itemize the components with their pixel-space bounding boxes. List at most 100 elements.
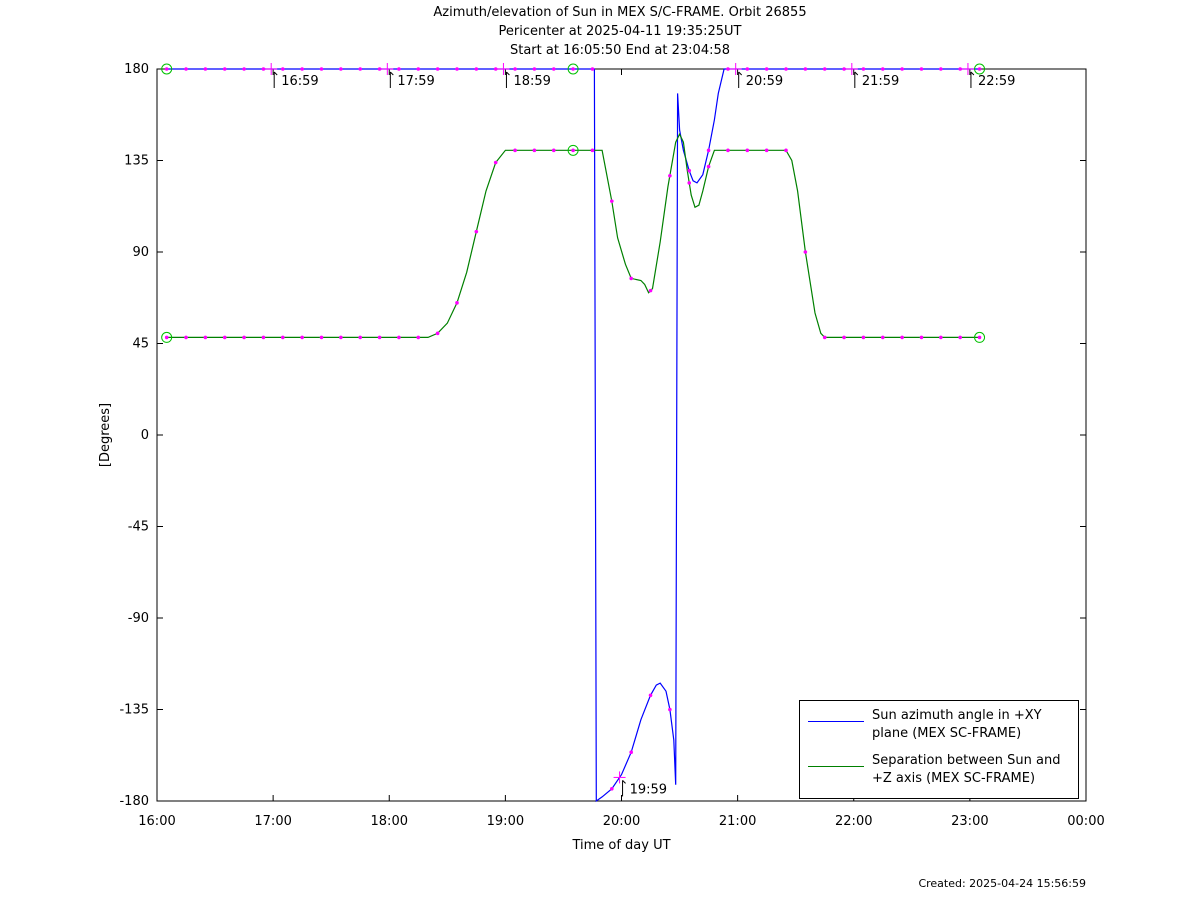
separation-sample-marker — [358, 335, 363, 340]
x-axis-label: Time of day UT — [571, 838, 670, 853]
separation-sample-marker — [590, 148, 595, 153]
azimuth-sample-marker — [919, 67, 924, 71]
annotation-arrow-head — [738, 71, 743, 76]
azimuth-sample-marker — [203, 67, 208, 71]
separation-sample-marker — [939, 335, 943, 340]
y-tick-label: 0 — [141, 428, 149, 443]
azimuth-sample-marker — [513, 67, 517, 71]
hour-annotation-label: 17:59 — [397, 74, 434, 89]
legend-swatch-separation — [808, 766, 864, 767]
separation-series-line — [166, 132, 980, 338]
azimuth-sample-marker — [706, 148, 711, 153]
chart-subtitle-pericenter: Pericenter at 2025-04-11 19:35:25UT — [498, 24, 742, 39]
plot-frame — [156, 68, 1087, 802]
azimuth-sample-marker — [261, 67, 266, 71]
separation-sample-marker — [842, 335, 846, 340]
x-tick-label: 16:00 — [138, 814, 175, 829]
azimuth-sample-marker — [977, 67, 982, 71]
separation-sample-marker — [474, 229, 479, 234]
separation-sample-marker — [513, 148, 517, 153]
annotation-arrow-head — [970, 71, 975, 76]
azimuth-sample-marker — [416, 67, 421, 71]
event-marker-circle — [974, 63, 986, 75]
separation-sample-marker — [300, 335, 304, 340]
x-tick-label: 17:00 — [254, 814, 291, 829]
legend-label-separation: Separation between Sun and +Z axis (MEX … — [872, 753, 1061, 786]
separation-sample-marker — [397, 335, 401, 340]
event-marker-circle — [974, 331, 986, 343]
separation-sample-marker — [687, 181, 692, 185]
y-tick-label: 45 — [132, 337, 149, 352]
separation-sample-marker — [919, 335, 924, 340]
separation-sample-marker — [668, 173, 672, 178]
azimuth-sample-marker — [784, 67, 788, 71]
y-axis-label: [Degrees] — [98, 403, 113, 467]
y-tick-label: -90 — [128, 611, 149, 626]
y-tick-label: -135 — [119, 703, 149, 718]
chart-legend: Sun azimuth angle in +XY plane (MEX SC-F… — [799, 700, 1079, 799]
x-tick-label: 20:00 — [603, 814, 640, 829]
azimuth-sample-marker — [629, 750, 633, 754]
azimuth-sample-marker — [339, 67, 343, 71]
x-tick-label: 18:00 — [371, 814, 408, 829]
separation-sample-marker — [958, 335, 962, 340]
separation-sample-marker — [764, 148, 769, 153]
separation-sample-marker — [184, 335, 188, 340]
chart-subtitle-start-end: Start at 16:05:50 End at 23:04:58 — [509, 43, 731, 58]
separation-sample-marker — [726, 148, 730, 153]
azimuth-sample-marker — [493, 67, 498, 71]
hour-annotation-label: 22:59 — [978, 74, 1015, 89]
y-tick-label: 90 — [132, 245, 149, 260]
separation-sample-marker — [880, 335, 885, 340]
x-tick-label: 23:00 — [951, 814, 988, 829]
azimuth-sample-marker — [745, 67, 750, 71]
separation-sample-marker — [281, 335, 285, 340]
separation-sample-marker — [803, 250, 808, 254]
y-tick-label: 135 — [124, 154, 149, 169]
y-tick-label: -45 — [128, 520, 149, 535]
separation-sample-marker — [706, 164, 711, 169]
azimuth-sample-marker — [164, 67, 169, 71]
separation-sample-marker — [339, 335, 343, 340]
event-marker-circle — [161, 63, 173, 75]
separation-sample-marker — [648, 288, 653, 293]
separation-sample-marker — [416, 335, 421, 340]
azimuth-sample-marker — [571, 67, 575, 71]
separation-sample-marker — [455, 301, 459, 305]
azimuth-sample-marker — [803, 67, 808, 71]
azimuth-sample-marker — [687, 168, 692, 173]
separation-sample-marker — [222, 335, 227, 340]
chart-title: Azimuth/elevation of Sun in MEX S/C-FRAM… — [433, 5, 807, 20]
separation-sample-marker — [822, 335, 827, 340]
event-marker-circle — [567, 144, 579, 156]
annotation-arrow-head — [273, 71, 278, 76]
separation-sample-marker — [861, 335, 866, 340]
separation-sample-marker — [203, 335, 208, 340]
azimuth-sample-marker — [551, 67, 556, 71]
legend-swatch-azimuth — [808, 721, 864, 722]
azimuth-sample-marker — [764, 67, 769, 71]
legend-label-azimuth: Sun azimuth angle in +XY plane (MEX SC-F… — [872, 708, 1042, 741]
azimuth-sample-marker — [184, 67, 188, 71]
azimuth-sample-marker — [900, 67, 904, 71]
separation-sample-marker — [745, 148, 750, 153]
separation-sample-marker — [610, 199, 614, 203]
separation-sample-marker — [493, 160, 498, 165]
azimuth-sample-marker — [610, 787, 614, 791]
azimuth-sample-marker — [222, 67, 227, 71]
azimuth-sample-marker — [242, 67, 246, 71]
separation-sample-marker — [532, 148, 537, 153]
annotation-arrow-head — [622, 780, 626, 784]
x-tick-label: 00:00 — [1067, 814, 1104, 829]
azimuth-sample-marker — [377, 67, 382, 71]
event-marker-circle — [567, 63, 579, 75]
x-tick-label: 22:00 — [835, 814, 872, 829]
hour-annotation-label: 20:59 — [746, 74, 783, 89]
separation-sample-marker — [571, 148, 575, 153]
separation-sample-marker — [551, 148, 556, 153]
azimuth-sample-marker — [939, 67, 943, 71]
azimuth-sample-marker — [958, 67, 962, 71]
azimuth-sample-marker — [822, 67, 827, 71]
azimuth-sample-marker — [397, 67, 401, 71]
